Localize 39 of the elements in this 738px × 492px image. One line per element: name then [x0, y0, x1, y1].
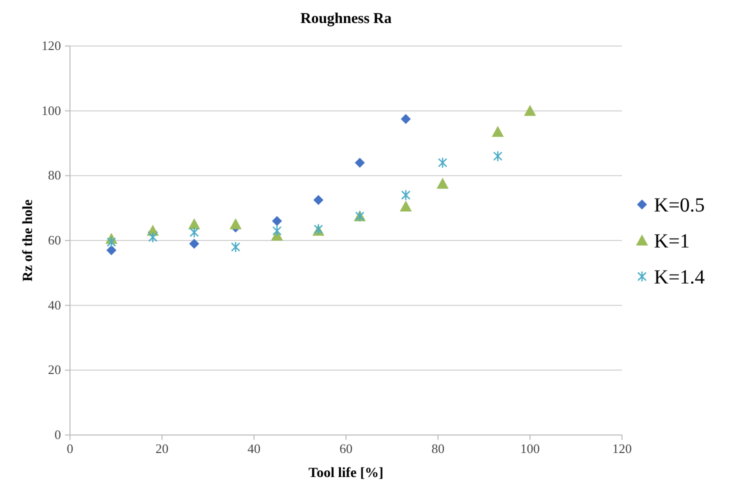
- point: [272, 216, 282, 226]
- point: [313, 194, 324, 205]
- y-tick-label: 40: [48, 297, 61, 312]
- x-tick-label: 120: [612, 441, 632, 456]
- chart-title: Roughness Ra: [300, 11, 392, 27]
- point: [400, 114, 411, 124]
- point: [106, 236, 116, 248]
- point: [400, 200, 412, 212]
- x-tick-label: 80: [432, 441, 444, 456]
- x-axis-title: Tool life [%]: [308, 466, 384, 481]
- point: [230, 218, 242, 230]
- point: [190, 226, 199, 238]
- x-tick-label: 60: [340, 441, 352, 456]
- y-tick-label: 100: [42, 102, 61, 118]
- legend-label: K=1.4: [654, 266, 705, 288]
- point: [148, 232, 158, 243]
- legend-label: K=0.5: [654, 194, 705, 216]
- y-axis-title: Rz of the hole: [21, 199, 36, 282]
- point: [401, 189, 410, 201]
- point: [438, 157, 448, 168]
- x-tick-label: 100: [520, 441, 540, 456]
- x-tick-label: 0: [66, 441, 74, 456]
- y-tick-label: 20: [48, 362, 61, 378]
- point: [230, 241, 240, 253]
- y-tick-label: 60: [48, 232, 61, 248]
- point: [436, 178, 449, 189]
- x-tick-label: 20: [156, 441, 168, 456]
- point: [272, 225, 282, 236]
- x-tick-label: 40: [248, 441, 260, 456]
- y-tick-label: 80: [48, 168, 61, 183]
- point: [524, 104, 536, 116]
- point: [106, 245, 116, 256]
- point: [354, 158, 365, 168]
- legend-label: K=1: [654, 230, 690, 252]
- point: [189, 238, 200, 249]
- y-tick-label: 120: [42, 38, 61, 53]
- point: [493, 150, 502, 162]
- y-tick-label: 0: [54, 427, 61, 442]
- point: [492, 126, 504, 137]
